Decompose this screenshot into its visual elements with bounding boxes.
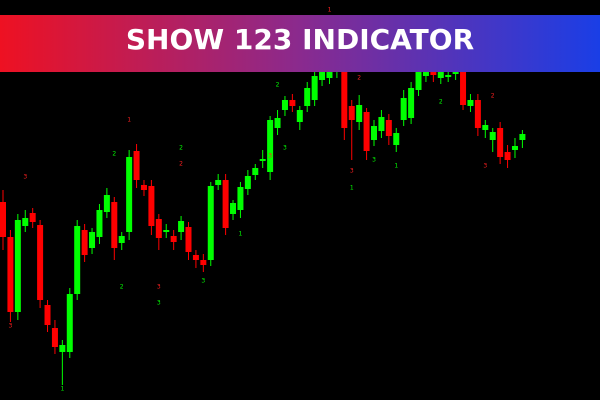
candle-body xyxy=(259,159,266,161)
candle-body xyxy=(133,151,140,180)
candle-body xyxy=(163,230,170,232)
candle-body xyxy=(363,112,370,151)
candle-body xyxy=(207,186,214,260)
candle-body xyxy=(497,128,504,157)
candle-body xyxy=(51,328,58,347)
candle-body xyxy=(74,226,81,294)
signal-label: 3 xyxy=(201,278,205,285)
candle-body xyxy=(222,180,229,228)
signal-label: 3 xyxy=(350,168,354,175)
candle-body xyxy=(252,168,259,175)
candle-body xyxy=(408,88,415,118)
candle-body xyxy=(489,132,496,140)
candle-body xyxy=(422,70,429,76)
candle-body xyxy=(385,120,392,136)
signal-label: 2 xyxy=(179,145,183,152)
candle-body xyxy=(96,210,103,237)
candle-body xyxy=(66,294,73,352)
signal-label: 2 xyxy=(491,93,495,100)
signal-label: 1 xyxy=(394,163,398,170)
candle-body xyxy=(296,110,303,122)
candle-body xyxy=(14,220,21,312)
candle-body xyxy=(81,230,88,255)
candle-body xyxy=(267,120,274,172)
candle-body xyxy=(304,88,311,106)
candle-body xyxy=(118,236,125,243)
signal-label: 3 xyxy=(483,163,487,170)
candle-body xyxy=(244,176,251,189)
candle-body xyxy=(0,202,6,237)
signal-label: 2 xyxy=(357,75,361,82)
signal-label: 3 xyxy=(372,157,376,164)
candle-body xyxy=(111,202,118,248)
plot-area: 3 3 1 2 1 2 2 2 3 3 3 1 3 3 2 1 3 2 3 1 2 3 2 1 xyxy=(0,7,526,393)
candle-body xyxy=(519,134,526,140)
signal-label: 1 xyxy=(350,185,354,192)
signal-label: 3 xyxy=(157,284,161,291)
signal-label: 3 xyxy=(9,323,13,330)
candle-body xyxy=(148,186,155,226)
signal-label: 1 xyxy=(127,117,131,124)
candle-body xyxy=(319,70,326,80)
signal-label: 1 xyxy=(60,386,64,393)
candle-body xyxy=(467,100,474,106)
candle-body xyxy=(504,152,511,160)
candle-body xyxy=(185,227,192,252)
candle-body xyxy=(341,60,348,128)
candle-body xyxy=(22,218,29,226)
candle-body xyxy=(126,157,133,232)
signal-label: 2 xyxy=(439,99,443,106)
signal-label: 3 xyxy=(23,174,27,181)
candle-body xyxy=(371,126,377,140)
candle-body xyxy=(274,118,281,128)
candle-body xyxy=(437,70,444,78)
candle-body xyxy=(311,76,318,100)
title-banner xyxy=(0,15,600,72)
signal-label: 1 xyxy=(239,231,243,238)
candle-body xyxy=(29,213,36,222)
candle-body xyxy=(393,133,400,145)
candle-body xyxy=(155,219,162,238)
signal-label: 3 xyxy=(283,145,287,152)
candle-body xyxy=(44,305,51,325)
candle-body xyxy=(356,105,363,122)
candle-body xyxy=(289,100,296,106)
candle-body xyxy=(281,100,288,110)
candle-body xyxy=(348,106,355,120)
candle-body xyxy=(59,345,66,352)
candle-body xyxy=(474,100,481,128)
candle-body xyxy=(103,195,110,212)
candle-body xyxy=(445,75,452,77)
candle-body xyxy=(170,236,177,242)
candle-body xyxy=(400,98,407,120)
signal-label: 2 xyxy=(179,161,183,168)
candle-body xyxy=(37,225,44,300)
candle-body xyxy=(178,221,185,232)
candle-body xyxy=(230,203,237,214)
signal-label: 3 xyxy=(268,153,272,160)
chart-title: SHOW 123 INDICATOR xyxy=(126,23,474,56)
candle-body xyxy=(89,232,96,248)
candle-body xyxy=(460,72,467,105)
signal-label: 3 xyxy=(157,300,161,307)
candle-body xyxy=(511,146,518,150)
signal-label: 2 xyxy=(276,82,280,89)
candle-body xyxy=(192,255,199,260)
signal-label: 2 xyxy=(112,151,116,158)
candle-body xyxy=(482,125,489,130)
candle-body xyxy=(140,185,147,190)
candle-body xyxy=(215,180,222,185)
candle-body xyxy=(326,70,333,78)
candle-body xyxy=(237,187,244,210)
signal-label: 2 xyxy=(120,284,124,291)
candle-body xyxy=(378,117,385,131)
candle-body xyxy=(200,260,207,265)
signal-label: 1 xyxy=(328,7,332,14)
candle-body xyxy=(7,237,14,312)
candle-body xyxy=(415,70,422,90)
